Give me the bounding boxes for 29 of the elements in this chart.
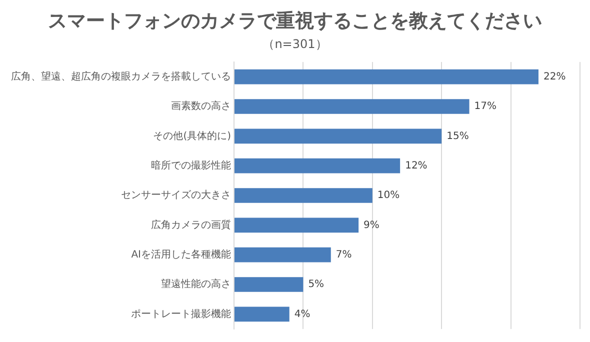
y-tick-label: その他(具体的に) (153, 130, 232, 142)
bar (234, 277, 304, 292)
bar (234, 158, 400, 174)
y-tick-label: 広角、望遠、超広角の複眼カメラを搭載している (11, 70, 231, 82)
y-tick-label: 広角カメラの画質 (151, 218, 231, 231)
data-label: 4% (294, 308, 310, 320)
data-label: 15% (446, 130, 469, 142)
bar (234, 247, 331, 262)
bar (234, 306, 290, 322)
y-tick-label: 暗所での撮影性能 (151, 159, 231, 172)
bar (234, 188, 372, 203)
data-label: 10% (377, 190, 400, 202)
bar (234, 69, 538, 84)
data-label: 5% (308, 279, 324, 290)
y-tick-label: AIを活用した各種機能 (131, 248, 231, 260)
y-tick-label: ポートレート撮影機能 (131, 308, 231, 320)
data-label: 22% (543, 71, 566, 82)
data-label: 7% (336, 249, 352, 260)
y-tick-label: センサーサイズの大きさ (121, 189, 231, 202)
y-tick-label: 望遠性能の高さ (161, 278, 231, 290)
chart-subtitle: （n=301） (262, 36, 328, 53)
data-label: 17% (474, 101, 497, 112)
bar (234, 218, 359, 233)
bar (234, 99, 470, 114)
data-label: 12% (405, 160, 428, 172)
chart-title: スマートフォンのカメラで重視することを教えてください (47, 9, 543, 34)
bar (234, 128, 442, 144)
data-label: 9% (364, 220, 380, 231)
y-tick-label: 画素数の高さ (171, 100, 231, 112)
